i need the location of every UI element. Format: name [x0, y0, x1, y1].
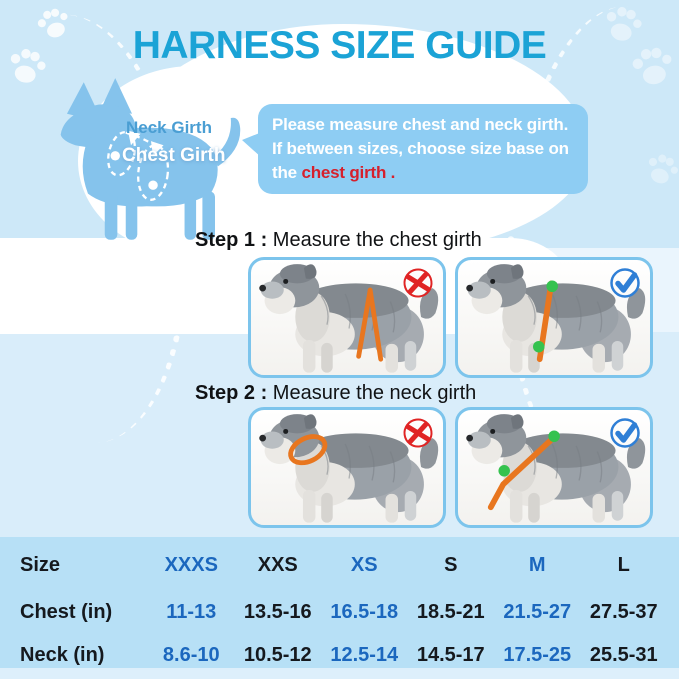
size-xs: XS — [350, 553, 378, 576]
x-icon — [400, 415, 436, 451]
neck-xxs: 10.5-12 — [243, 643, 312, 666]
chest-xs: 16.5-18 — [330, 600, 399, 623]
dog-photo-wrong-chest — [258, 263, 439, 374]
chest-girth-highlight: chest girth . — [301, 163, 396, 182]
chest-m: 21.5-27 — [503, 600, 572, 623]
measure-point — [546, 280, 558, 292]
size-m: M — [528, 553, 546, 576]
bubble-tail — [242, 132, 262, 158]
measuring-tape — [487, 433, 558, 511]
neck-s: 14.5-17 — [416, 643, 485, 666]
step1-wrong-photo — [248, 257, 446, 378]
background-table-band — [0, 537, 679, 668]
neck-m: 17.5-25 — [503, 643, 572, 666]
check-icon — [607, 415, 643, 451]
neck-l: 25.5-31 — [589, 643, 658, 666]
dog-silhouette-icon — [60, 78, 241, 240]
check-icon — [607, 265, 643, 301]
neck-girth-label: Neck Girth — [126, 118, 212, 137]
x-icon — [400, 265, 436, 301]
measuring-tape — [288, 434, 328, 466]
measuring-diagram: Neck Girth Chest Girth — [52, 76, 262, 244]
step2-label: Step 2 : Measure the neck girth — [195, 382, 477, 404]
page-title: HARNESS SIZE GUIDE — [132, 24, 547, 67]
size-table: Size XXXS XXS XS S M L Chest (in) 11-13 … — [0, 537, 679, 668]
size-xxxs: XXXS — [164, 553, 218, 576]
chest-row-header: Chest (in) — [20, 600, 113, 623]
dog-photo-correct-chest — [465, 263, 646, 374]
arrow-down-icon — [127, 130, 141, 146]
chest-girth-label: Chest Girth — [122, 145, 226, 166]
callout-line2: If between sizes, choose size base on — [272, 139, 569, 158]
step2-photos — [248, 407, 653, 528]
size-xxs: XXS — [257, 553, 298, 576]
neck-row-header: Neck (in) — [20, 643, 105, 666]
measure-point — [498, 465, 510, 477]
chest-xxxs: 11-13 — [166, 600, 217, 623]
dog-photo-correct-neck — [465, 413, 646, 524]
measure-point — [548, 430, 560, 442]
arrow-down-icon — [150, 141, 164, 156]
size-l: L — [617, 553, 630, 576]
size-s: S — [444, 553, 458, 576]
step2-correct-photo — [455, 407, 653, 528]
callout-line3: the chest girth . — [272, 163, 396, 182]
measure-guides — [107, 130, 170, 201]
measuring-tape — [356, 287, 384, 362]
step1-photos — [248, 257, 653, 378]
chest-s: 18.5-21 — [416, 600, 485, 623]
callout-line1: Please measure chest and neck girth. — [272, 115, 569, 134]
chest-l: 27.5-37 — [589, 600, 658, 623]
neck-xxxs: 8.6-10 — [162, 643, 220, 666]
neck-xs: 12.5-14 — [330, 643, 399, 666]
measure-note-callout: Please measure chest and neck girth. If … — [242, 104, 588, 194]
dog-photo-wrong-neck — [258, 413, 439, 524]
step2-wrong-photo — [248, 407, 446, 528]
size-row-header: Size — [20, 553, 61, 576]
measure-point — [533, 340, 545, 353]
chest-xxs: 13.5-16 — [243, 600, 312, 623]
background-bottom-strip — [0, 668, 679, 679]
step1-label: Step 1 : Measure the chest girth — [195, 229, 482, 251]
step1-correct-photo — [455, 257, 653, 378]
